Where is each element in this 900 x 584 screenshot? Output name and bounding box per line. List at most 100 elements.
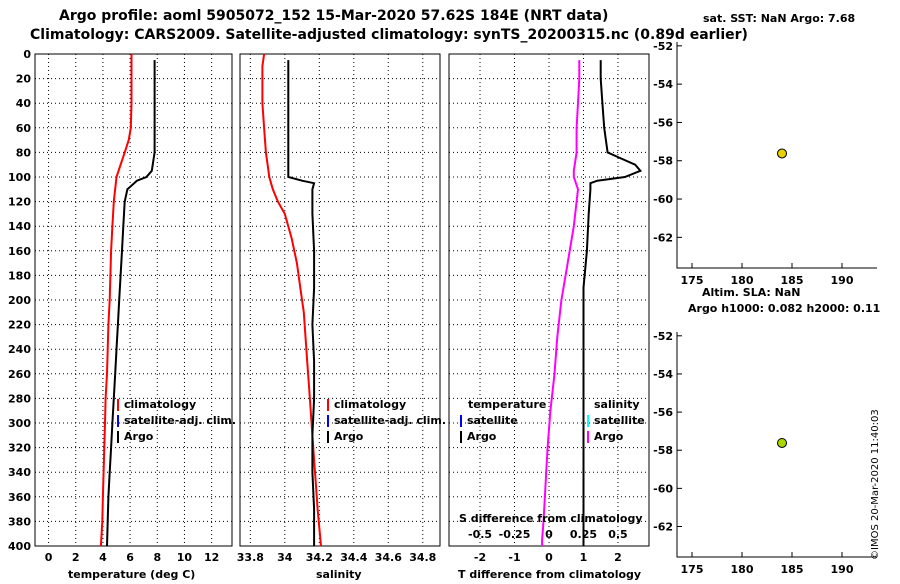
difference-tick-label: 2	[614, 551, 622, 564]
map-top-axes	[676, 42, 877, 269]
difference-xlabel: T difference from climatology	[458, 568, 641, 580]
salinity-tick-label: 34.8	[409, 551, 436, 564]
salinity-xlabel: salinity	[316, 568, 362, 580]
legend-temperature-title: temperature	[468, 398, 546, 411]
salinity-difference-line	[541, 60, 581, 546]
temperature-tick-label: 2	[72, 551, 80, 564]
temperature-tick-label: 6	[126, 551, 134, 564]
depth-tick-label: 220	[8, 319, 31, 332]
depth-tick-label: 40	[16, 97, 32, 110]
difference-legend: temperature satellite Argo salinity sate…	[460, 398, 645, 443]
depth-tick-label: 160	[8, 245, 31, 258]
depth-tick-label: 380	[8, 515, 31, 528]
difference-tick-label: 1	[580, 551, 588, 564]
depth-tick-label: 140	[8, 220, 31, 233]
depth-tick-label: 100	[8, 171, 31, 184]
map-bottom-xtick-label: 185	[781, 563, 804, 576]
temperature-argo-line	[106, 60, 156, 547]
map-bottom-ytick-label: -62	[653, 520, 673, 533]
map-top-float-marker	[777, 148, 787, 159]
salinity-tick-label: 33.8	[237, 551, 264, 564]
map-top-xtick-label: 175	[681, 274, 704, 287]
title-line-1: Argo profile: aoml 5905072_152 15-Mar-20…	[59, 8, 608, 24]
depth-tick-label: 320	[8, 442, 31, 455]
map-bottom-title-1: Altim. SLA: NaN	[702, 286, 801, 299]
legend-satellite-label: satellite-adj. clim.	[124, 414, 236, 427]
temperature-panel: 0204060801001201401601802002202402602803…	[8, 48, 233, 564]
temperature-legend: climatology satellite-adj. clim. Argo	[117, 398, 236, 443]
temperature-frame	[34, 53, 233, 547]
map-bottom-ytick-label: -54	[653, 368, 673, 381]
salinity-tick-label: 34	[277, 551, 293, 564]
depth-tick-label: 20	[16, 73, 32, 86]
s-difference-tick-label: 0.5	[608, 528, 628, 541]
map-bottom-axes	[676, 332, 877, 558]
legend-t-argo-label: Argo	[467, 430, 497, 443]
depth-tick-label: 0	[23, 48, 31, 61]
salinity-tick-label: 34.6	[375, 551, 402, 564]
legend-s-satellite-label: satellite	[594, 414, 645, 427]
map-bottom-xtick-label: 175	[681, 563, 704, 576]
temperature-difference-line	[582, 60, 643, 546]
depth-tick-label: 280	[8, 392, 31, 405]
salinity-tick-label: 34.2	[306, 551, 333, 564]
depth-tick-label: 120	[8, 196, 31, 209]
depth-tick-label: 240	[8, 343, 31, 356]
map-bottom-ytick-label: -58	[653, 444, 673, 457]
salinity-argo-line	[287, 60, 316, 546]
depth-tick-label: 340	[8, 466, 31, 479]
s-difference-label: S difference from climatology	[459, 512, 643, 525]
s-difference-tick-label: 0	[545, 528, 553, 541]
temperature-tick-label: 0	[45, 551, 53, 564]
map-top-ytick-label: -58	[653, 155, 673, 168]
depth-tick-label: 300	[8, 417, 31, 430]
map-top-ytick-label: -56	[653, 116, 673, 129]
depth-tick-label: 180	[8, 269, 31, 282]
map-bottom-xtick-label: 190	[831, 563, 854, 576]
map-bottom-ytick-label: -56	[653, 406, 673, 419]
difference-tick-label: -1	[508, 551, 520, 564]
legend-argo-label: Argo	[334, 430, 364, 443]
map-top: -52 -54 -56 -58 -60 -62 175 180 185 190	[653, 40, 877, 287]
map-bottom-float-marker	[777, 437, 787, 448]
depth-tick-label: 400	[8, 540, 31, 553]
map-top-ytick-label: -60	[653, 193, 673, 206]
s-difference-tick-label: -0.25	[499, 528, 531, 541]
difference-tick-label: 0	[545, 551, 553, 564]
map-top-xtick-label: 185	[781, 274, 804, 287]
legend-climatology-label: climatology	[124, 398, 196, 411]
legend-t-satellite-label: satellite	[467, 414, 518, 427]
depth-tick-label: 200	[8, 294, 31, 307]
difference-tick-label: -2	[474, 551, 486, 564]
map-top-ytick-label: -62	[653, 231, 673, 244]
map-bottom-ytick-label: -52	[653, 330, 673, 343]
map-bottom-ytick-label: -60	[653, 482, 673, 495]
legend-salinity-title: salinity	[594, 398, 640, 411]
map-top-title: sat. SST: NaN Argo: 7.68	[703, 12, 855, 25]
title-line-2: Climatology: CARS2009. Satellite-adjuste…	[30, 27, 748, 43]
depth-tick-label: 80	[16, 146, 32, 159]
salinity-climatology-line	[261, 53, 322, 547]
temperature-climatology-line	[99, 54, 133, 547]
difference-panel: -2 -1 0 1 2-0.5 -0.25 0 0.25 0.5	[448, 53, 650, 564]
depth-tick-label: 260	[8, 368, 31, 381]
depth-tick-label: 360	[8, 491, 31, 504]
legend-climatology-label: climatology	[334, 398, 406, 411]
timestamp-stamp: ©IMOS 20-Mar-2020 11:40:03	[870, 409, 881, 560]
temperature-tick-label: 10	[177, 551, 193, 564]
map-top-xtick-label: 180	[731, 274, 754, 287]
depth-tick-label: 60	[16, 122, 32, 135]
map-top-ytick-label: -52	[653, 40, 673, 53]
map-top-xtick-label: 190	[831, 274, 854, 287]
temperature-tick-label: 4	[99, 551, 107, 564]
salinity-legend: climatology satellite-adj. clim. Argo	[327, 398, 446, 443]
map-top-ytick-label: -54	[653, 78, 673, 91]
temperature-tick-label: 8	[153, 551, 161, 564]
temperature-xlabel: temperature (deg C)	[68, 568, 195, 580]
s-difference-tick-label: -0.5	[468, 528, 492, 541]
legend-argo-label: Argo	[124, 430, 154, 443]
map-bottom: -52 -54 -56 -58 -60 -62 175 180 185 190	[653, 330, 877, 576]
map-bottom-title-2: Argo h1000: 0.082 h2000: 0.11	[688, 302, 880, 315]
legend-satellite-label: satellite-adj. clim.	[334, 414, 446, 427]
